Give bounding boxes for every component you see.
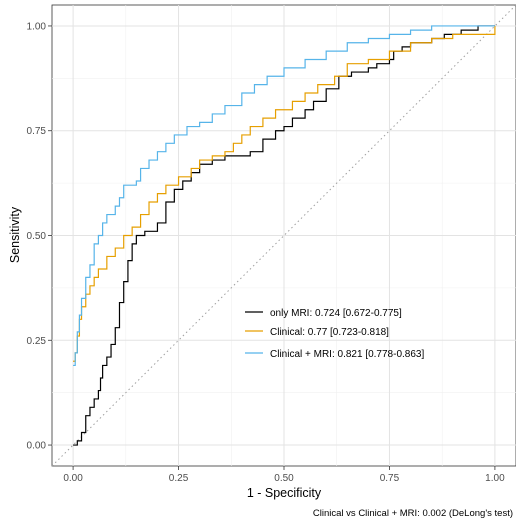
x-axis-ticks: 0.00 0.25 0.50 0.75 1.00 bbox=[63, 466, 505, 484]
y-axis-title: Sensitivity bbox=[8, 206, 22, 263]
caption: Clinical vs Clinical + MRI: 0.002 (DeLon… bbox=[313, 508, 513, 519]
y-tick-label: 0.75 bbox=[27, 126, 47, 137]
x-tick-label: 0.00 bbox=[63, 473, 83, 484]
y-axis-ticks: 0.00 0.25 0.50 0.75 1.00 bbox=[27, 21, 52, 452]
reference-diagonal bbox=[51, 4, 516, 467]
x-tick-label: 0.25 bbox=[169, 473, 189, 484]
x-tick-label: 0.50 bbox=[274, 473, 294, 484]
x-axis-title: 1 - Specificity bbox=[247, 486, 322, 500]
x-tick-label: 1.00 bbox=[485, 473, 505, 484]
x-tick-label: 0.75 bbox=[380, 473, 400, 484]
roc-curve-clinical-mri bbox=[73, 25, 495, 367]
legend-label-clinical-mri: Clinical + MRI: 0.821 [0.778-0.863] bbox=[270, 349, 424, 360]
y-tick-label: 0.25 bbox=[27, 336, 47, 347]
legend-label-clinical: Clinical: 0.77 [0.723-0.818] bbox=[270, 327, 389, 338]
legend: only MRI: 0.724 [0.672-0.775] Clinical: … bbox=[245, 308, 424, 360]
roc-curve-clinical bbox=[73, 25, 496, 362]
plot-panel bbox=[51, 4, 516, 467]
y-tick-label: 0.00 bbox=[27, 441, 47, 452]
y-tick-label: 1.00 bbox=[27, 21, 47, 32]
legend-label-only-mri: only MRI: 0.724 [0.672-0.775] bbox=[270, 308, 402, 319]
y-tick-label: 0.50 bbox=[27, 231, 47, 242]
series-layer bbox=[73, 25, 496, 446]
